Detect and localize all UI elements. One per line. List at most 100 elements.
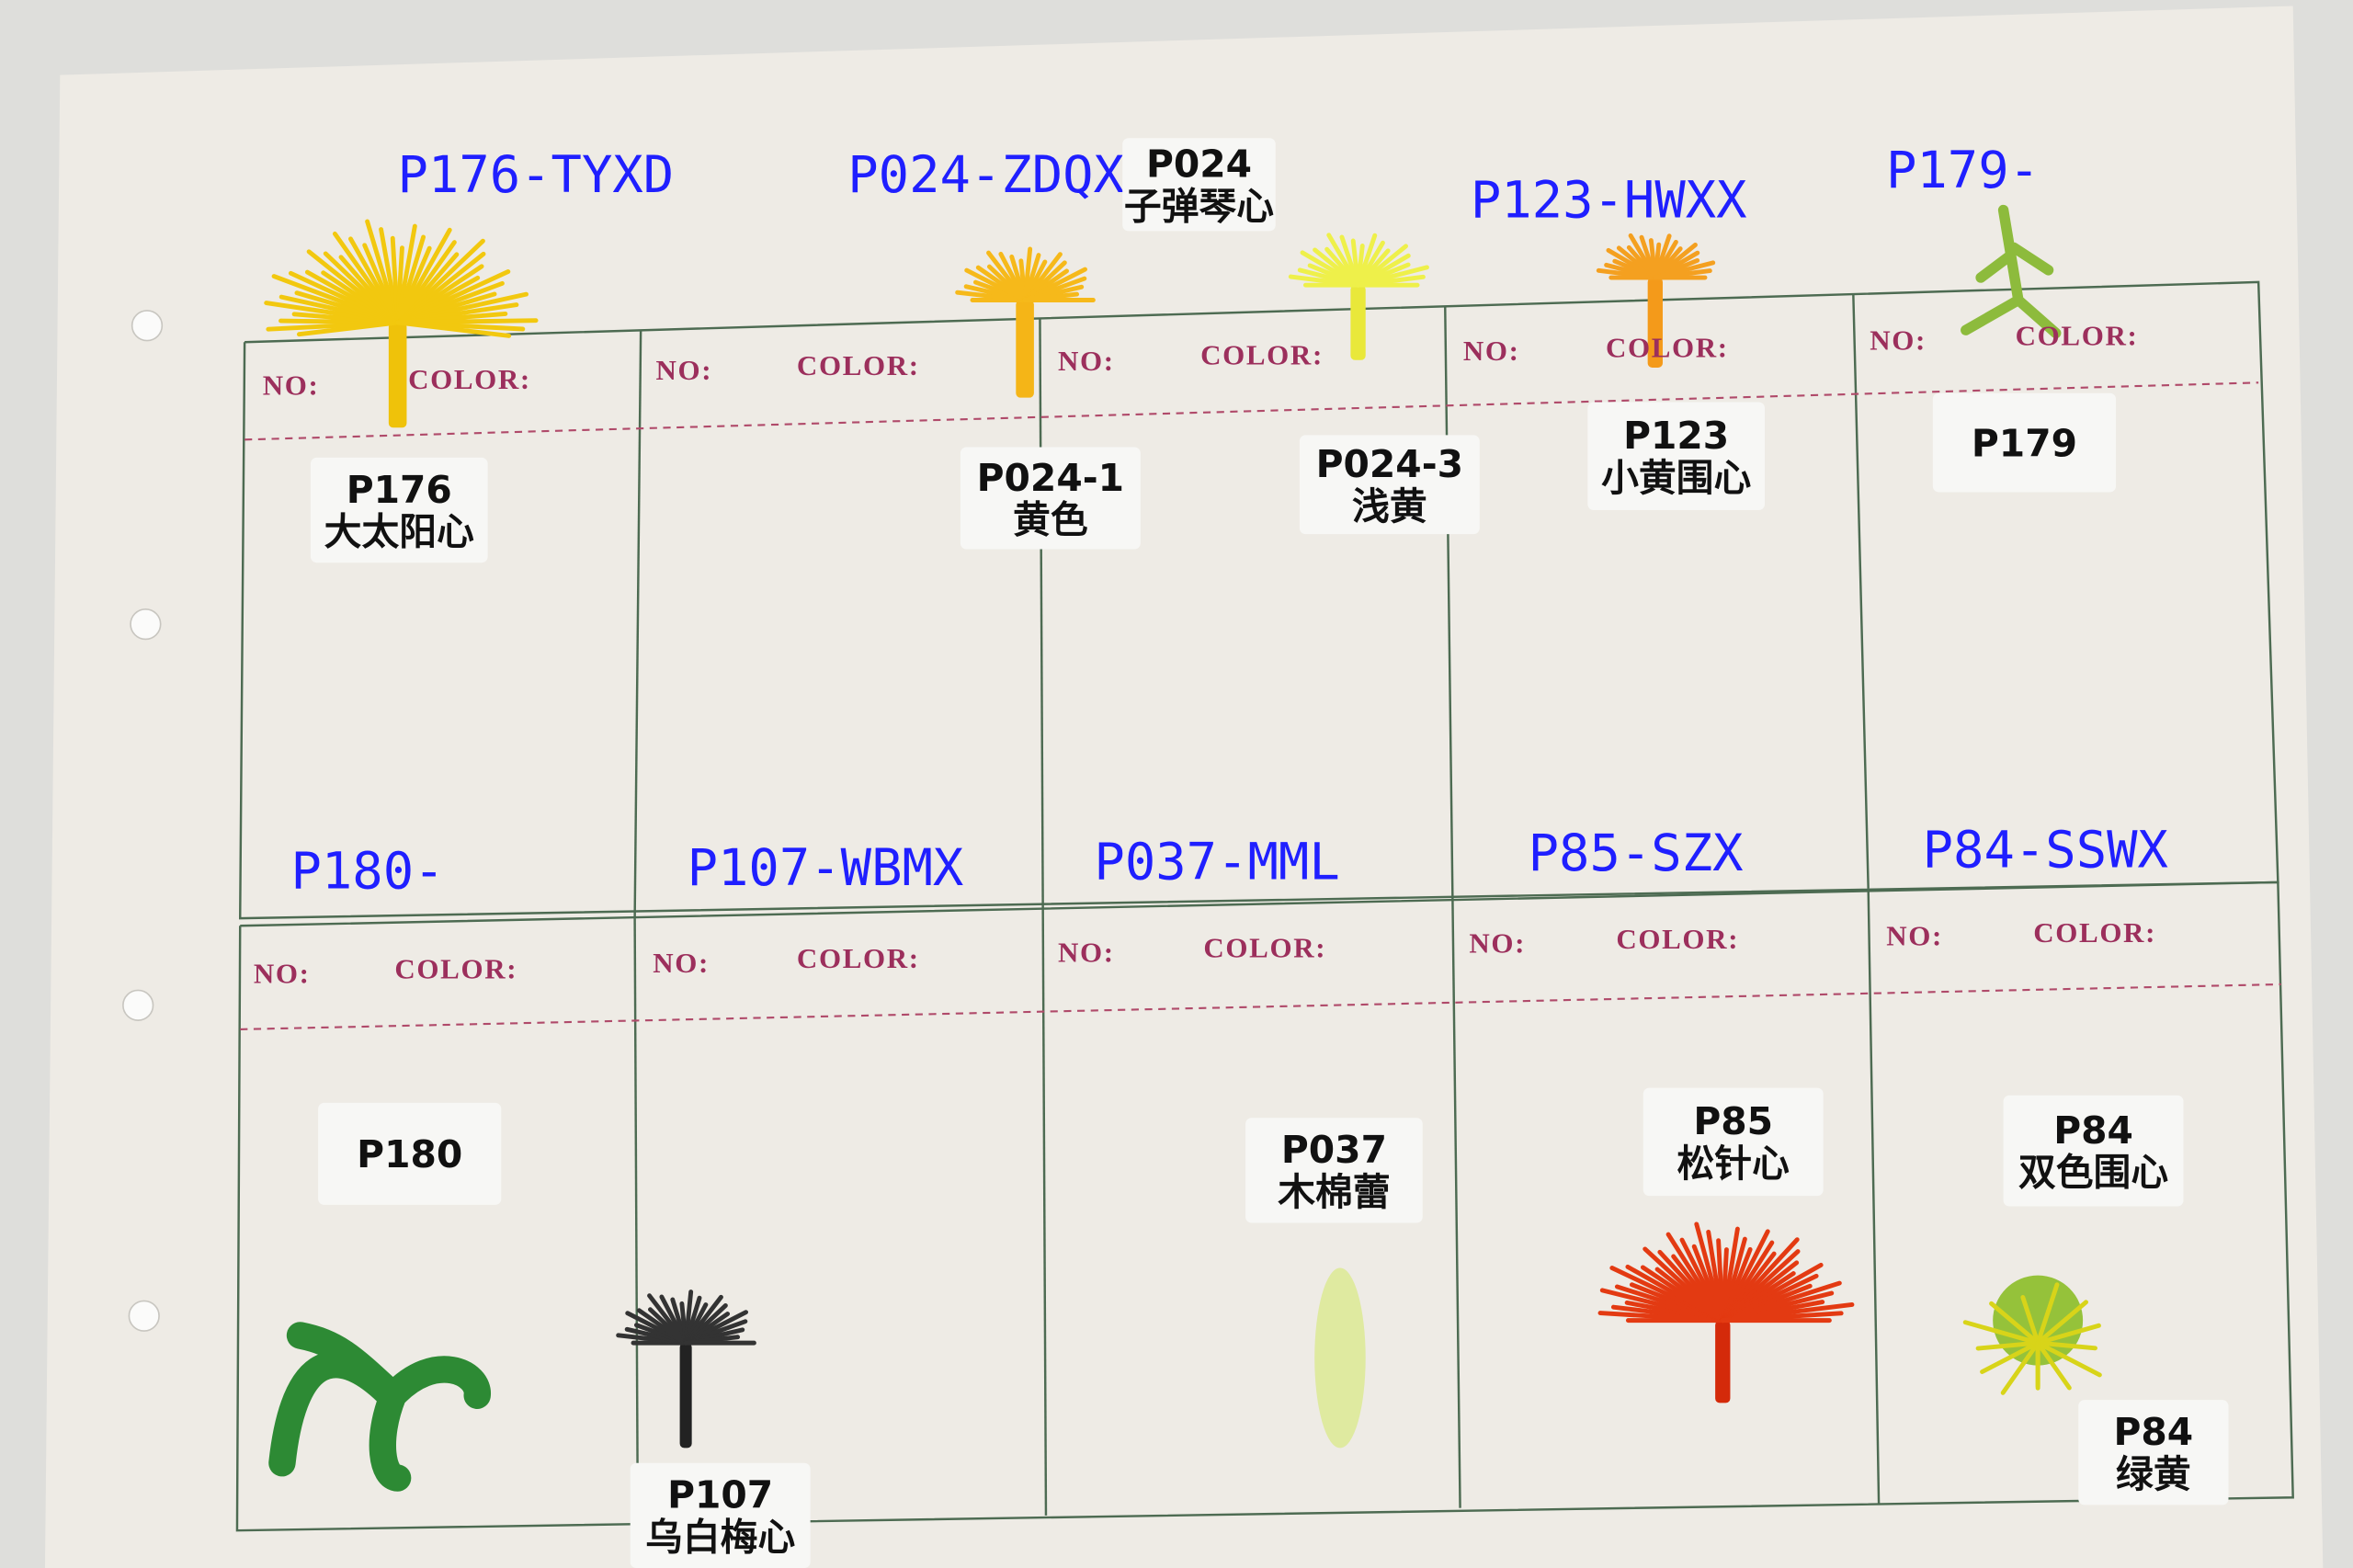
tag-text: 黄色 bbox=[1013, 498, 1088, 542]
flower-stem bbox=[679, 1343, 692, 1449]
tag-text: P85 bbox=[1693, 1099, 1773, 1143]
flower-stem bbox=[1647, 278, 1663, 368]
no-label: NO: bbox=[1058, 345, 1115, 377]
no-label: NO: bbox=[1469, 927, 1526, 960]
flower-stem bbox=[1350, 285, 1366, 360]
tag-text: 木棉蕾 bbox=[1278, 1170, 1390, 1214]
tag-text: P179 bbox=[1972, 421, 2077, 465]
tag-card bbox=[318, 1102, 502, 1205]
flower bbox=[1961, 204, 2062, 339]
petal bbox=[395, 320, 512, 338]
product-code: P85-SZX bbox=[1529, 824, 1744, 883]
tag-text: P84 bbox=[2053, 1108, 2133, 1153]
flower bbox=[1596, 233, 1716, 368]
color-label: COLOR: bbox=[2033, 916, 2156, 949]
petal bbox=[2035, 1340, 2097, 1351]
tag-card bbox=[1122, 138, 1276, 232]
tag-text: P037 bbox=[1281, 1128, 1387, 1172]
petal bbox=[1962, 1320, 2040, 1346]
flower-stem bbox=[1715, 1320, 1731, 1403]
tag-text: P024 bbox=[1146, 142, 1252, 187]
tag-card bbox=[2003, 1095, 2184, 1207]
petal bbox=[2035, 1323, 2101, 1346]
petal bbox=[2035, 1340, 2072, 1391]
tag-card bbox=[310, 457, 488, 563]
petal bbox=[2035, 1340, 2102, 1378]
product-code: P123-HWXX bbox=[1471, 171, 1747, 231]
petal bbox=[2000, 1340, 2040, 1395]
tag-text: 松针心 bbox=[1677, 1142, 1790, 1186]
flower bbox=[264, 219, 539, 428]
tag-text: 乌白梅心 bbox=[645, 1515, 795, 1559]
color-label: COLOR: bbox=[408, 363, 531, 395]
petal bbox=[1975, 1340, 2040, 1351]
tag-text: P024-3 bbox=[1316, 442, 1463, 486]
no-label: NO: bbox=[655, 354, 712, 386]
no-label: NO: bbox=[1886, 919, 1943, 951]
tag-text: 绿黄 bbox=[2116, 1452, 2191, 1496]
flower bbox=[1314, 1267, 1366, 1449]
tag-card bbox=[1643, 1087, 1824, 1197]
color-label: COLOR: bbox=[394, 952, 517, 984]
tag-text: 子弹琴心 bbox=[1124, 184, 1274, 228]
product-code: P176-TYXD bbox=[397, 145, 674, 205]
tag-card bbox=[1587, 402, 1765, 511]
product-code: P84-SSWX bbox=[1923, 821, 2168, 881]
tag-card bbox=[1932, 392, 2117, 493]
color-label: COLOR: bbox=[797, 349, 920, 381]
flower-stem bbox=[388, 322, 407, 428]
name-tag: P024-3浅黄 bbox=[1299, 435, 1480, 535]
name-tag: P024-1黄色 bbox=[960, 447, 1141, 550]
tag-text: 浅黄 bbox=[1352, 484, 1427, 528]
tag-text: P024-1 bbox=[977, 456, 1124, 500]
petal bbox=[2035, 1300, 2088, 1346]
flower bbox=[1288, 233, 1429, 360]
punch-holes bbox=[122, 310, 164, 1332]
flower bbox=[1962, 1282, 2102, 1395]
no-label: NO: bbox=[263, 369, 320, 401]
flower-samples bbox=[264, 204, 2102, 1492]
name-tag: P179 bbox=[1932, 392, 2117, 493]
no-label: NO: bbox=[254, 957, 311, 989]
color-label: COLOR: bbox=[1606, 332, 1729, 364]
tag-card bbox=[630, 1462, 811, 1568]
tag-text: 双色围心 bbox=[2018, 1151, 2168, 1195]
color-label: COLOR: bbox=[1200, 339, 1324, 371]
tag-text: P180 bbox=[357, 1132, 462, 1176]
flower bbox=[268, 1322, 491, 1492]
no-label: NO: bbox=[1463, 335, 1520, 367]
product-code: P037-MML bbox=[1094, 833, 1339, 892]
tag-card bbox=[2078, 1400, 2229, 1506]
flower-stem bbox=[1016, 300, 1034, 398]
flower bbox=[1597, 1221, 1855, 1403]
name-tag: P180 bbox=[318, 1102, 502, 1205]
tag-card bbox=[1299, 435, 1480, 535]
tag-card bbox=[960, 447, 1141, 550]
tag-card bbox=[1245, 1118, 1423, 1223]
petal bbox=[1989, 1301, 2040, 1346]
product-code: P107-WBMX bbox=[688, 838, 964, 898]
tag-text: 大太阳心 bbox=[324, 510, 474, 554]
tag-text: P107 bbox=[667, 1473, 773, 1517]
color-label: COLOR: bbox=[797, 942, 920, 974]
product-code: P180- bbox=[290, 841, 444, 901]
tag-text: P176 bbox=[347, 468, 452, 512]
petal bbox=[1980, 1340, 2040, 1374]
no-label: NO: bbox=[1870, 324, 1927, 356]
color-label: COLOR: bbox=[1616, 923, 1739, 955]
petal bbox=[2020, 1294, 2040, 1346]
tag-text: 小黄围心 bbox=[1601, 456, 1751, 500]
color-label: COLOR: bbox=[2016, 319, 2139, 351]
no-label: NO: bbox=[653, 947, 710, 979]
tag-text: P84 bbox=[2114, 1410, 2194, 1454]
